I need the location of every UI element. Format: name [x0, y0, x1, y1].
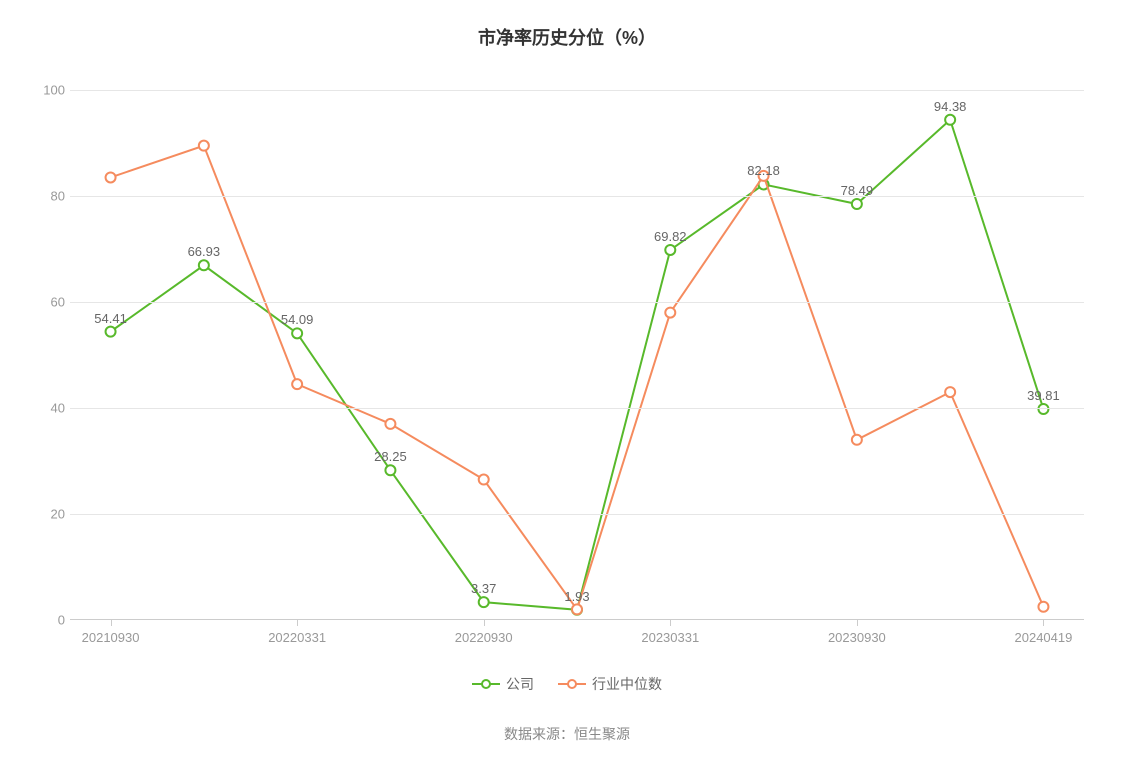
x-tick: [297, 620, 298, 626]
grid-line: [70, 90, 1084, 91]
chart-title: 市净率历史分位（%）: [0, 0, 1134, 50]
grid-line: [70, 302, 1084, 303]
y-axis-label: 80: [35, 189, 65, 204]
series-marker: [385, 465, 395, 475]
chart-container: 市净率历史分位（%） 02040608010020210930202203312…: [0, 0, 1134, 766]
x-tick: [670, 620, 671, 626]
legend-label: 公司: [506, 674, 534, 694]
data-point-label: 69.82: [654, 229, 687, 244]
series-marker: [852, 435, 862, 445]
y-axis-label: 40: [35, 401, 65, 416]
data-point-label: 39.81: [1027, 388, 1060, 403]
y-axis-label: 0: [35, 613, 65, 628]
data-source-note: 数据来源：恒生聚源: [0, 724, 1134, 744]
series-marker: [385, 419, 395, 429]
data-point-label: 54.09: [281, 312, 314, 327]
data-point-label: 54.41: [94, 311, 127, 326]
y-axis-label: 100: [35, 83, 65, 98]
y-axis-label: 60: [35, 295, 65, 310]
series-marker: [199, 141, 209, 151]
data-point-label: 82.18: [747, 163, 780, 178]
series-marker: [665, 245, 675, 255]
data-point-label: 78.49: [841, 183, 874, 198]
x-tick: [857, 620, 858, 626]
x-axis-label: 20210930: [82, 630, 140, 645]
series-line: [111, 120, 1044, 610]
series-marker: [1038, 602, 1048, 612]
series-marker: [945, 387, 955, 397]
series-marker: [665, 308, 675, 318]
grid-line: [70, 196, 1084, 197]
legend-label: 行业中位数: [592, 674, 662, 694]
series-marker: [292, 379, 302, 389]
series-marker: [945, 115, 955, 125]
series-line: [111, 146, 1044, 610]
legend-item[interactable]: 公司: [472, 674, 534, 694]
series-marker: [106, 172, 116, 182]
x-axis-label: 20230930: [828, 630, 886, 645]
data-point-label: 3.37: [471, 581, 496, 596]
legend: 公司 行业中位数: [0, 674, 1134, 696]
grid-line: [70, 408, 1084, 409]
legend-marker-icon: [472, 677, 500, 691]
x-axis-label: 20240419: [1015, 630, 1073, 645]
x-axis-label: 20220930: [455, 630, 513, 645]
data-point-label: 66.93: [188, 244, 221, 259]
x-tick: [484, 620, 485, 626]
series-marker: [479, 475, 489, 485]
plot-area: 0204060801002021093020220331202209302023…: [70, 90, 1084, 620]
series-marker: [572, 604, 582, 614]
data-point-label: 94.38: [934, 99, 967, 114]
series-marker: [479, 597, 489, 607]
legend-item[interactable]: 行业中位数: [558, 674, 662, 694]
legend-marker-icon: [558, 677, 586, 691]
data-point-label: 1.93: [564, 589, 589, 604]
data-point-label: 28.25: [374, 449, 407, 464]
series-marker: [106, 327, 116, 337]
series-marker: [1038, 404, 1048, 414]
series-marker: [292, 328, 302, 338]
x-tick: [111, 620, 112, 626]
chart-lines-svg: [70, 90, 1084, 620]
series-marker: [199, 260, 209, 270]
x-axis-label: 20220331: [268, 630, 326, 645]
x-tick: [1043, 620, 1044, 626]
series-marker: [852, 199, 862, 209]
x-axis-label: 20230331: [641, 630, 699, 645]
y-axis-label: 20: [35, 507, 65, 522]
grid-line: [70, 514, 1084, 515]
